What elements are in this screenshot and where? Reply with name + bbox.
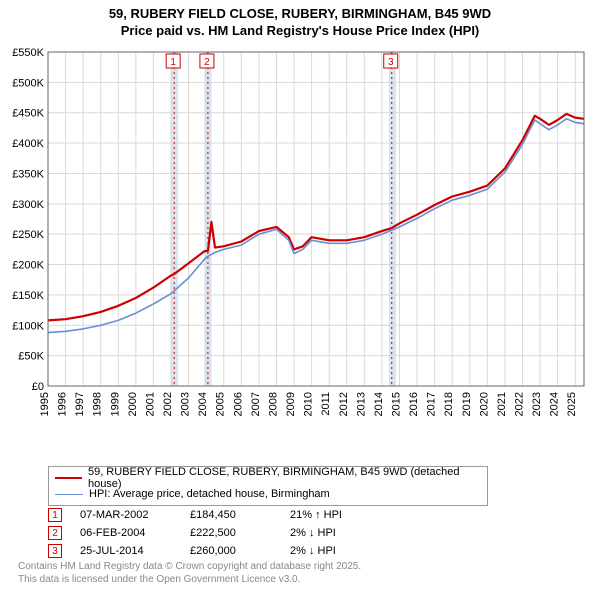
svg-text:2006: 2006	[232, 392, 244, 416]
svg-text:2021: 2021	[496, 392, 508, 416]
svg-text:1: 1	[170, 57, 176, 68]
marker-delta: 2% ↓ HPI	[290, 527, 390, 539]
svg-text:1995: 1995	[39, 392, 51, 416]
marker-badge: 1	[48, 508, 62, 522]
svg-text:2020: 2020	[478, 392, 490, 416]
legend-swatch	[55, 494, 83, 495]
marker-row-2: 2 06-FEB-2004 £222,500 2% ↓ HPI	[48, 524, 390, 542]
svg-text:2010: 2010	[303, 392, 315, 416]
marker-badge: 3	[48, 544, 62, 558]
svg-text:2015: 2015	[390, 392, 402, 416]
svg-text:2001: 2001	[144, 392, 156, 416]
svg-text:2005: 2005	[215, 392, 227, 416]
marker-row-3: 3 25-JUL-2014 £260,000 2% ↓ HPI	[48, 542, 390, 560]
svg-text:2017: 2017	[426, 392, 438, 416]
svg-text:£100K: £100K	[12, 320, 44, 332]
svg-text:2: 2	[204, 57, 210, 68]
footnote-line-1: Contains HM Land Registry data © Crown c…	[18, 561, 361, 574]
svg-text:2012: 2012	[338, 392, 350, 416]
marker-date: 25-JUL-2014	[80, 545, 190, 557]
title-line-1: 59, RUBERY FIELD CLOSE, RUBERY, BIRMINGH…	[0, 6, 600, 23]
svg-text:1997: 1997	[74, 392, 86, 416]
svg-text:2000: 2000	[127, 392, 139, 416]
svg-text:£250K: £250K	[12, 229, 44, 241]
title-line-2: Price paid vs. HM Land Registry's House …	[0, 23, 600, 40]
svg-text:£450K: £450K	[12, 108, 44, 120]
svg-text:£0: £0	[32, 381, 44, 393]
marker-price: £222,500	[190, 527, 290, 539]
legend-swatch	[55, 477, 82, 479]
svg-text:£200K: £200K	[12, 260, 44, 272]
svg-text:2023: 2023	[531, 392, 543, 416]
svg-text:£500K: £500K	[12, 77, 44, 89]
svg-text:2025: 2025	[566, 392, 578, 416]
svg-text:2004: 2004	[197, 392, 209, 416]
svg-text:2011: 2011	[320, 392, 332, 416]
svg-text:2003: 2003	[180, 392, 192, 416]
svg-text:3: 3	[388, 57, 394, 68]
svg-text:£150K: £150K	[12, 290, 44, 302]
svg-text:1996: 1996	[57, 392, 69, 416]
svg-text:£550K: £550K	[12, 47, 44, 59]
svg-text:2024: 2024	[549, 392, 561, 416]
svg-text:2002: 2002	[162, 392, 174, 416]
svg-text:£400K: £400K	[12, 138, 44, 150]
legend-label: HPI: Average price, detached house, Birm…	[89, 488, 330, 500]
svg-text:£300K: £300K	[12, 199, 44, 211]
footnote: Contains HM Land Registry data © Crown c…	[18, 561, 361, 586]
marker-table: 1 07-MAR-2002 £184,450 21% ↑ HPI 2 06-FE…	[48, 506, 390, 560]
legend: 59, RUBERY FIELD CLOSE, RUBERY, BIRMINGH…	[48, 466, 488, 506]
svg-text:2009: 2009	[285, 392, 297, 416]
marker-price: £184,450	[190, 509, 290, 521]
svg-text:2013: 2013	[355, 392, 367, 416]
svg-text:2022: 2022	[513, 392, 525, 416]
marker-date: 07-MAR-2002	[80, 509, 190, 521]
marker-delta: 2% ↓ HPI	[290, 545, 390, 557]
svg-text:2019: 2019	[461, 392, 473, 416]
svg-text:£350K: £350K	[12, 168, 44, 180]
marker-row-1: 1 07-MAR-2002 £184,450 21% ↑ HPI	[48, 506, 390, 524]
svg-text:2018: 2018	[443, 392, 455, 416]
svg-text:1998: 1998	[92, 392, 104, 416]
svg-text:2008: 2008	[267, 392, 279, 416]
svg-text:2007: 2007	[250, 392, 262, 416]
svg-text:2014: 2014	[373, 392, 385, 416]
chart-title: 59, RUBERY FIELD CLOSE, RUBERY, BIRMINGH…	[0, 0, 600, 40]
marker-price: £260,000	[190, 545, 290, 557]
price-chart: £0£50K£100K£150K£200K£250K£300K£350K£400…	[48, 48, 588, 428]
marker-delta: 21% ↑ HPI	[290, 509, 390, 521]
svg-text:1999: 1999	[109, 392, 121, 416]
marker-date: 06-FEB-2004	[80, 527, 190, 539]
svg-text:£50K: £50K	[18, 351, 44, 363]
legend-label: 59, RUBERY FIELD CLOSE, RUBERY, BIRMINGH…	[88, 466, 481, 490]
svg-text:2016: 2016	[408, 392, 420, 416]
marker-badge: 2	[48, 526, 62, 540]
footnote-line-2: This data is licensed under the Open Gov…	[18, 574, 361, 587]
legend-item-price-paid: 59, RUBERY FIELD CLOSE, RUBERY, BIRMINGH…	[55, 470, 481, 486]
